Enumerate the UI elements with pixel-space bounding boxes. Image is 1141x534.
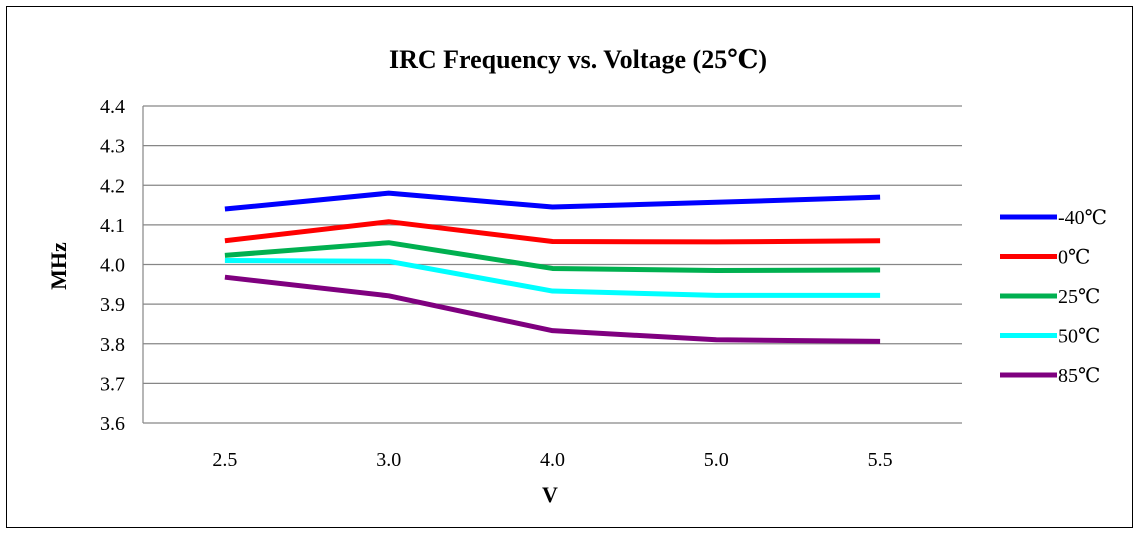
gridlines bbox=[142, 105, 962, 424]
legend-item: 85℃ bbox=[1000, 365, 1100, 387]
y-axis-title: MHz bbox=[46, 242, 71, 290]
y-tick-label: 4.2 bbox=[100, 175, 125, 197]
y-tick-label: 3.7 bbox=[100, 373, 125, 395]
series-line-0 bbox=[224, 190, 881, 212]
series-lines bbox=[224, 190, 881, 344]
chart-title: IRC Frequency vs. Voltage (25℃) bbox=[389, 45, 767, 74]
legend-label: 50℃ bbox=[1058, 326, 1100, 348]
y-tick-label: 4.0 bbox=[100, 255, 125, 277]
y-tick-label: 3.6 bbox=[100, 413, 125, 435]
y-tick-label: 4.4 bbox=[100, 96, 125, 118]
series-line-3 bbox=[224, 258, 881, 298]
legend-item: 0℃ bbox=[1000, 247, 1090, 269]
legend-label: 25℃ bbox=[1058, 286, 1100, 308]
x-axis-ticks: 2.5 3.0 4.0 5.0 5.5 bbox=[212, 449, 892, 471]
y-tick-label: 4.1 bbox=[100, 215, 125, 237]
legend-label: -40℃ bbox=[1058, 207, 1107, 229]
x-tick-label: 3.0 bbox=[376, 449, 401, 471]
y-tick-label: 3.9 bbox=[100, 294, 125, 316]
x-tick-label: 5.0 bbox=[704, 449, 729, 471]
series-line-1 bbox=[224, 219, 881, 245]
legend-label: 85℃ bbox=[1058, 365, 1100, 387]
legend-label: 0℃ bbox=[1058, 247, 1090, 269]
series-line-2 bbox=[224, 240, 881, 273]
y-tick-label: 3.8 bbox=[100, 334, 125, 356]
series-line-4 bbox=[224, 274, 881, 344]
legend-item: -40℃ bbox=[1000, 207, 1107, 229]
x-tick-label: 5.5 bbox=[868, 449, 893, 471]
x-tick-label: 2.5 bbox=[212, 449, 237, 471]
y-axis-ticks: 3.6 3.7 3.8 3.9 4.0 4.1 4.2 4.3 4.4 bbox=[100, 96, 125, 435]
legend: -40℃ 0℃ 25℃ 50℃ 85℃ bbox=[1000, 207, 1107, 387]
x-axis-title: V bbox=[542, 482, 558, 507]
x-tick-label: 4.0 bbox=[540, 449, 565, 471]
legend-item: 25℃ bbox=[1000, 286, 1100, 308]
y-tick-label: 4.3 bbox=[100, 136, 125, 158]
legend-item: 50℃ bbox=[1000, 326, 1100, 348]
